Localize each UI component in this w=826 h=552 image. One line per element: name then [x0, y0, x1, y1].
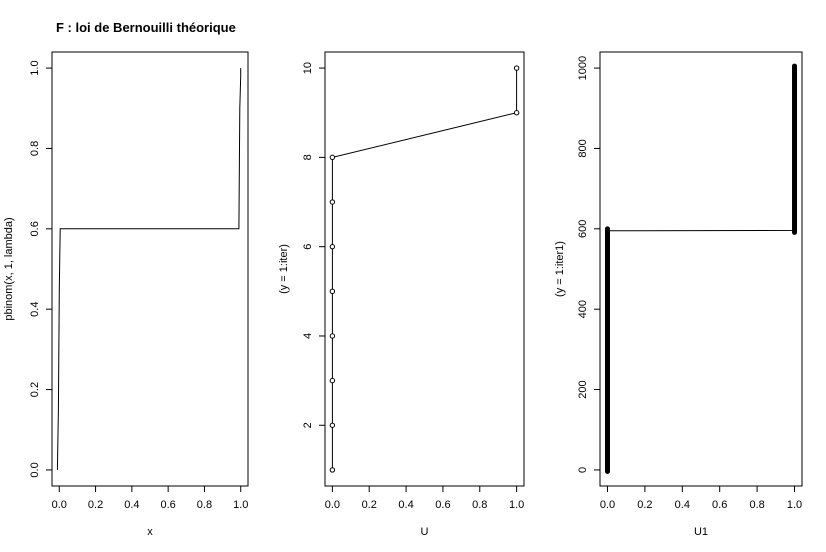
x-axis-label: x — [147, 526, 153, 538]
data-point — [329, 467, 336, 473]
x-axis-label: U — [421, 526, 429, 538]
data-point — [329, 199, 336, 205]
y-tick-label: 6 — [302, 244, 314, 250]
series-line — [331, 68, 518, 470]
y-tick-label: 800 — [577, 139, 589, 157]
data-point — [329, 154, 336, 161]
x-tick-label: 0.6 — [435, 499, 450, 511]
x-tick-label: 1.0 — [233, 499, 248, 511]
y-tick-label: 4 — [302, 333, 314, 339]
x-tick-label: 0.4 — [398, 499, 413, 511]
series-line — [56, 68, 242, 470]
y-tick-label: 1.0 — [29, 60, 41, 75]
data-point — [513, 65, 520, 71]
x-tick-label: 0.6 — [712, 499, 727, 511]
y-tick-label: 0.4 — [29, 302, 41, 317]
y-tick-label: 2 — [302, 422, 314, 428]
x-tick-label: 0.0 — [325, 499, 340, 511]
data-point — [513, 110, 520, 116]
y-tick-label: 0.2 — [29, 382, 41, 397]
panel-u-iter: 0.0 0.2 0.4 0.6 0.8 1.0 2 4 6 8 10 U (y = 1:iter) — [278, 51, 525, 538]
x-tick-label: 0.2 — [88, 499, 103, 511]
x-tick-label: 0.8 — [472, 499, 487, 511]
data-point — [329, 377, 336, 384]
x-tick-label: 0.4 — [124, 499, 139, 511]
y-tick-label: 10 — [302, 62, 314, 74]
plot-frame — [599, 51, 803, 487]
x-tick-label: 0.6 — [160, 499, 175, 511]
data-point — [329, 333, 336, 339]
x-tick-label: 0.0 — [600, 499, 615, 511]
plot-frame — [51, 51, 249, 487]
x-tick-label: 0.0 — [52, 499, 67, 511]
panel-cdf: F : loi de Bernouilli théorique 0.0 0.2 0.4… — [3, 20, 249, 538]
y-tick-label: 400 — [577, 300, 589, 318]
x-tick-label: 0.8 — [749, 499, 764, 511]
y-tick-label: 1000 — [577, 56, 589, 80]
y-axis-label: (y = 1:iter) — [278, 244, 290, 294]
x-tick-label: 0.2 — [637, 499, 652, 511]
y-axis-label: pbinom(x, 1, lambda) — [3, 217, 15, 320]
y-tick-label: 0.0 — [29, 462, 41, 477]
y-tick-label: 0 — [577, 467, 589, 473]
x-axis-label: U1 — [694, 526, 708, 538]
x-tick-label: 0.4 — [675, 499, 690, 511]
data-point — [329, 422, 336, 428]
x-tick-label: 1.0 — [509, 499, 524, 511]
plot-frame — [324, 51, 525, 487]
y-tick-label: 8 — [302, 154, 314, 160]
data-point — [329, 288, 336, 295]
x-tick-label: 1.0 — [787, 499, 802, 511]
y-tick-label: 0.6 — [29, 221, 41, 236]
x-tick-label: 0.8 — [197, 499, 212, 511]
panel-u1-iter1: 0.0 0.2 0.4 0.6 0.8 1.0 0 200 400 600 800 1000 U1 (y … — [554, 51, 803, 538]
chart-title: F : loi de Bernouilli théorique — [56, 20, 236, 35]
y-axis-label: (y = 1:iter1) — [554, 241, 566, 297]
x-tick-label: 0.2 — [362, 499, 377, 511]
y-tick-label: 200 — [577, 380, 589, 398]
data-point — [329, 243, 336, 250]
y-tick-label: 600 — [577, 220, 589, 238]
y-tick-label: 0.8 — [29, 141, 41, 156]
